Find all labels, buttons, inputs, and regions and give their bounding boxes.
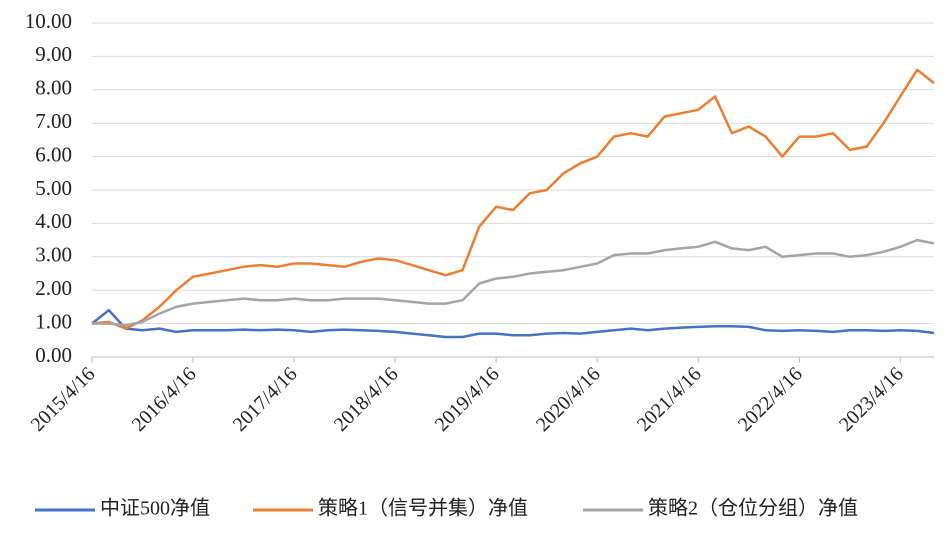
x-tick-label: 2017/4/16 (229, 363, 302, 436)
series-line (92, 238, 935, 327)
y-tick-label: 3.00 (35, 243, 72, 267)
y-tick-label: 10.00 (25, 9, 72, 33)
series-line (91, 308, 935, 339)
x-tick-label: 2015/4/16 (27, 363, 100, 436)
y-tick-label: 4.00 (35, 209, 72, 233)
y-tick-label: 8.00 (35, 76, 72, 100)
y-tick-label: 9.00 (35, 42, 72, 66)
x-tick-label: 2020/4/16 (532, 363, 605, 436)
y-tick-label: 2.00 (35, 276, 72, 300)
legend-label: 中证500净值 (100, 497, 210, 520)
y-tick-label: 6.00 (35, 142, 72, 166)
x-tick-label: 2021/4/16 (633, 363, 706, 436)
y-tick-label: 7.00 (35, 109, 72, 133)
y-tick-label: 1.00 (35, 309, 72, 333)
x-tick-label: 2018/4/16 (330, 363, 403, 436)
y-tick-label: 5.00 (35, 176, 72, 200)
x-tick-label: 2016/4/16 (128, 363, 201, 436)
series-line (91, 68, 935, 330)
x-tick-label: 2023/4/16 (835, 363, 908, 436)
x-tick-label: 2019/4/16 (431, 363, 504, 436)
legend-label: 策略1（信号并集）净值 (318, 497, 528, 520)
legend-label: 策略2（仓位分组）净值 (648, 497, 858, 520)
y-tick-label: 0.00 (35, 343, 72, 367)
x-tick-label: 2022/4/16 (734, 363, 807, 436)
